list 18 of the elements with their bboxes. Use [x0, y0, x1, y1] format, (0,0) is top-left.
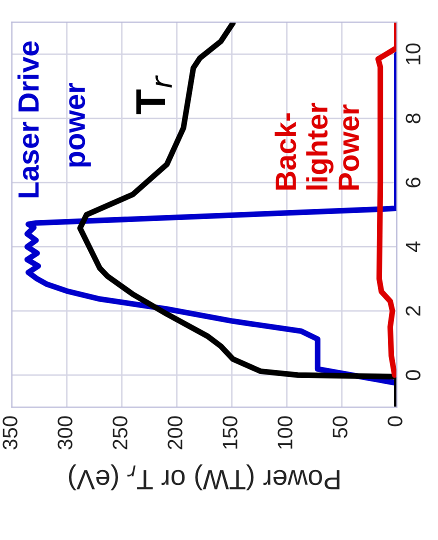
x-tick-label: 300 — [58, 416, 72, 450]
x-tick-label: 350 — [2, 416, 18, 450]
y-tick-label: 8 — [406, 114, 420, 124]
y-tick-label: 4 — [406, 242, 420, 252]
text: T$_{r}$ — [136, 75, 172, 114]
x-tick-label: 150 — [222, 416, 238, 449]
y-tick-label: 10 — [406, 43, 420, 64]
x-axis-title: Power (TW) or T$_{r}$ (eV) — [68, 464, 340, 490]
x-tick-label: 250 — [112, 416, 128, 450]
text: Laser Drive power — [17, 41, 91, 198]
x-tick-label: 50 — [332, 416, 348, 438]
y-tick-label: 2 — [406, 306, 420, 316]
x-tick-label: 0 — [388, 416, 402, 426]
x-tick-label: 100 — [278, 416, 292, 449]
text: Back- lighter Power — [274, 102, 360, 190]
y-tick-label: 6 — [406, 178, 420, 188]
y-tick-label: 0 — [406, 370, 420, 380]
x-tick-label: 200 — [168, 416, 182, 450]
